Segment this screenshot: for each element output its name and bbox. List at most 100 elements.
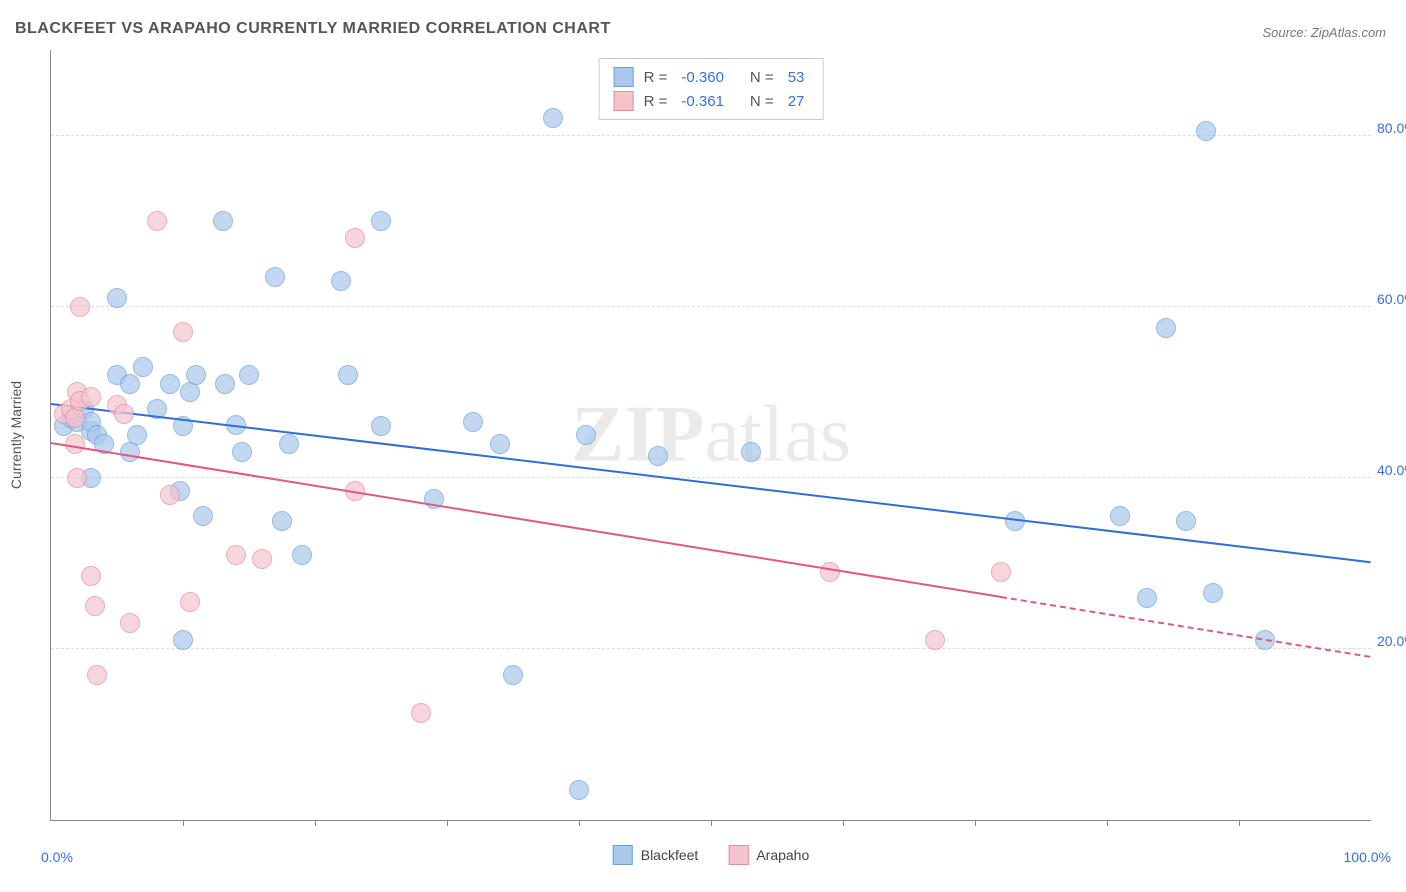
scatter-point xyxy=(160,485,180,505)
scatter-point xyxy=(411,703,431,723)
scatter-point xyxy=(173,630,193,650)
scatter-point xyxy=(576,425,596,445)
gridline-h xyxy=(51,648,1371,649)
n-label: N = xyxy=(750,69,774,86)
scatter-point xyxy=(87,665,107,685)
n-value: 27 xyxy=(788,93,805,110)
scatter-point xyxy=(463,412,483,432)
y-tick-label: 80.0% xyxy=(1377,120,1406,136)
chart-title: BLACKFEET VS ARAPAHO CURRENTLY MARRIED C… xyxy=(15,20,611,38)
scatter-point xyxy=(85,596,105,616)
x-tick xyxy=(183,820,184,826)
scatter-point xyxy=(991,562,1011,582)
scatter-point xyxy=(490,434,510,454)
scatter-point xyxy=(648,446,668,466)
scatter-point xyxy=(147,211,167,231)
stats-legend-box: R = -0.360 N = 53 R = -0.361 N = 27 xyxy=(599,58,824,120)
scatter-point xyxy=(120,442,140,462)
x-tick xyxy=(843,820,844,826)
scatter-point xyxy=(272,511,292,531)
scatter-point xyxy=(741,442,761,462)
x-tick xyxy=(975,820,976,826)
scatter-point xyxy=(67,468,87,488)
scatter-point xyxy=(503,665,523,685)
scatter-point xyxy=(160,374,180,394)
scatter-point xyxy=(569,780,589,800)
scatter-point xyxy=(215,374,235,394)
scatter-point xyxy=(331,271,351,291)
n-label: N = xyxy=(750,93,774,110)
x-tick xyxy=(315,820,316,826)
scatter-point xyxy=(292,545,312,565)
regression-line xyxy=(51,403,1371,563)
scatter-point xyxy=(114,404,134,424)
scatter-point xyxy=(226,545,246,565)
watermark: ZIPatlas xyxy=(571,390,851,481)
scatter-point xyxy=(1137,588,1157,608)
scatter-point xyxy=(338,365,358,385)
series-swatch xyxy=(614,67,634,87)
scatter-point xyxy=(232,442,252,462)
legend-bottom: Blackfeet Arapaho xyxy=(613,845,810,865)
gridline-h xyxy=(51,135,1371,136)
scatter-point xyxy=(820,562,840,582)
scatter-point xyxy=(81,387,101,407)
scatter-point xyxy=(279,434,299,454)
scatter-point xyxy=(371,416,391,436)
scatter-point xyxy=(1110,506,1130,526)
r-label: R = xyxy=(644,69,668,86)
y-tick-label: 40.0% xyxy=(1377,462,1406,478)
x-axis-max-label: 100.0% xyxy=(1344,849,1391,865)
scatter-point xyxy=(1196,121,1216,141)
legend-item: Arapaho xyxy=(728,845,809,865)
scatter-point xyxy=(81,566,101,586)
scatter-point xyxy=(1156,318,1176,338)
scatter-point xyxy=(1203,583,1223,603)
scatter-point xyxy=(120,374,140,394)
scatter-point xyxy=(70,297,90,317)
scatter-point xyxy=(345,228,365,248)
y-tick-label: 20.0% xyxy=(1377,633,1406,649)
x-axis-min-label: 0.0% xyxy=(41,849,73,865)
scatter-point xyxy=(252,549,272,569)
legend-item: Blackfeet xyxy=(613,845,699,865)
r-value: -0.361 xyxy=(681,93,724,110)
legend-label: Blackfeet xyxy=(641,847,699,863)
scatter-point xyxy=(180,382,200,402)
watermark-light: atlas xyxy=(704,391,851,479)
stats-row: R = -0.360 N = 53 xyxy=(614,65,809,89)
legend-swatch xyxy=(613,845,633,865)
x-tick xyxy=(579,820,580,826)
n-value: 53 xyxy=(788,69,805,86)
x-tick xyxy=(711,820,712,826)
scatter-point xyxy=(193,506,213,526)
scatter-point xyxy=(65,434,85,454)
scatter-point xyxy=(120,613,140,633)
scatter-point xyxy=(180,592,200,612)
scatter-point xyxy=(65,408,85,428)
r-label: R = xyxy=(644,93,668,110)
scatter-point xyxy=(133,357,153,377)
scatter-point xyxy=(239,365,259,385)
y-axis-label: Currently Married xyxy=(8,381,24,489)
scatter-point xyxy=(371,211,391,231)
x-tick xyxy=(447,820,448,826)
scatter-point xyxy=(186,365,206,385)
gridline-h xyxy=(51,306,1371,307)
scatter-point xyxy=(925,630,945,650)
scatter-point xyxy=(213,211,233,231)
plot-area: Currently Married ZIPatlas R =-0.360N =5… xyxy=(50,50,1371,821)
gridline-h xyxy=(51,477,1371,478)
x-tick xyxy=(1107,820,1108,826)
stats-row: R = -0.361 N = 27 xyxy=(614,89,809,113)
series-swatch xyxy=(614,91,634,111)
r-value: -0.360 xyxy=(681,69,724,86)
scatter-point xyxy=(1176,511,1196,531)
scatter-point xyxy=(173,322,193,342)
legend-label: Arapaho xyxy=(756,847,809,863)
y-tick-label: 60.0% xyxy=(1377,291,1406,307)
scatter-point xyxy=(107,288,127,308)
legend-swatch xyxy=(728,845,748,865)
scatter-point xyxy=(543,108,563,128)
source-attribution: Source: ZipAtlas.com xyxy=(1262,25,1386,40)
